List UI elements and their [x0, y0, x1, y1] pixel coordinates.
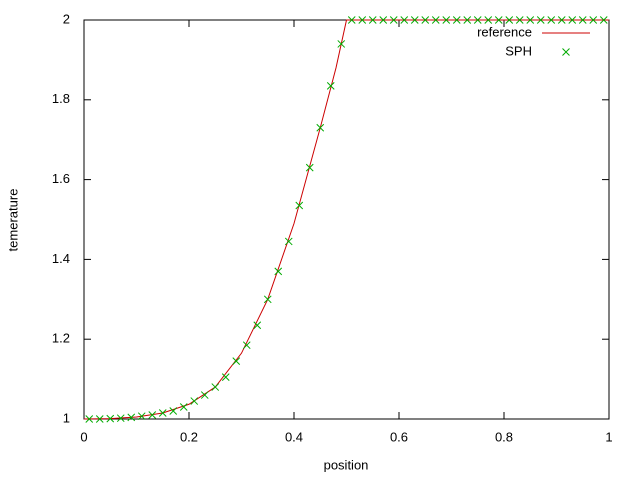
sph-marker — [463, 16, 472, 24]
y-tick-label: 1.4 — [52, 251, 70, 266]
sph-marker — [505, 16, 514, 24]
sph-marker — [169, 407, 178, 415]
y-tick-label: 1 — [63, 410, 70, 425]
sph-marker — [337, 40, 346, 48]
sph-marker — [410, 16, 419, 24]
sph-marker — [295, 201, 304, 210]
y-axis-label: temerature — [5, 189, 20, 252]
sph-marker — [347, 16, 356, 24]
sph-marker — [274, 267, 283, 276]
sph-marker — [379, 16, 388, 24]
sph-marker — [200, 391, 209, 399]
sph-marker — [515, 16, 524, 24]
sph-marker — [221, 373, 230, 381]
sph-marker — [589, 16, 598, 24]
sph-marker — [253, 321, 262, 330]
sph-marker — [95, 415, 104, 423]
sph-marker — [526, 16, 535, 24]
sph-marker — [421, 16, 430, 24]
sph-marker — [106, 414, 115, 423]
sph-marker — [473, 16, 482, 24]
sph-marker — [148, 411, 157, 419]
sph-marker — [284, 237, 293, 246]
sph-marker — [358, 16, 367, 24]
x-axis-label: position — [324, 457, 369, 472]
sph-marker — [557, 16, 566, 24]
sph-marker — [232, 357, 241, 365]
sph-marker — [389, 16, 398, 24]
sph-marker — [305, 163, 314, 172]
x-tick-label: 0.4 — [285, 429, 303, 444]
sph-marker — [568, 16, 577, 24]
sph-marker — [316, 123, 325, 132]
sph-marker — [127, 413, 136, 422]
sph-marker — [190, 397, 199, 405]
sph-marker — [242, 341, 251, 350]
x-tick-label: 0 — [80, 429, 87, 444]
sph-marker — [578, 16, 587, 24]
sph-marker — [116, 414, 125, 423]
sph-marker — [442, 16, 451, 24]
x-tick-label: 0.2 — [180, 429, 198, 444]
sph-marker — [431, 16, 440, 24]
sph-marker — [400, 16, 409, 24]
sph-marker — [368, 16, 377, 24]
y-tick-label: 1.6 — [52, 171, 70, 186]
sph-marker — [494, 16, 503, 24]
legend-marker — [562, 48, 570, 56]
sph-marker — [137, 412, 146, 421]
sph-marker — [85, 415, 94, 423]
legend-label: reference — [477, 24, 532, 39]
sph-marker — [547, 16, 556, 24]
sph-marker — [211, 383, 220, 391]
sph-marker — [179, 403, 188, 411]
sph-marker — [263, 295, 272, 304]
reference-line — [83, 19, 609, 420]
sph-marker — [484, 16, 493, 24]
y-tick-label: 1.2 — [52, 331, 70, 346]
y-tick-label: 1.8 — [52, 91, 70, 106]
sph-marker — [599, 16, 608, 24]
x-tick-label: 1 — [605, 429, 612, 444]
sph-marker — [158, 409, 167, 417]
sph-marker — [536, 16, 545, 24]
sph-marker — [452, 16, 461, 24]
legend-label: SPH — [505, 43, 532, 58]
sph-marker — [326, 81, 335, 90]
x-tick-label: 0.8 — [495, 429, 513, 444]
y-tick-label: 2 — [63, 11, 70, 26]
x-tick-label: 0.6 — [390, 429, 408, 444]
